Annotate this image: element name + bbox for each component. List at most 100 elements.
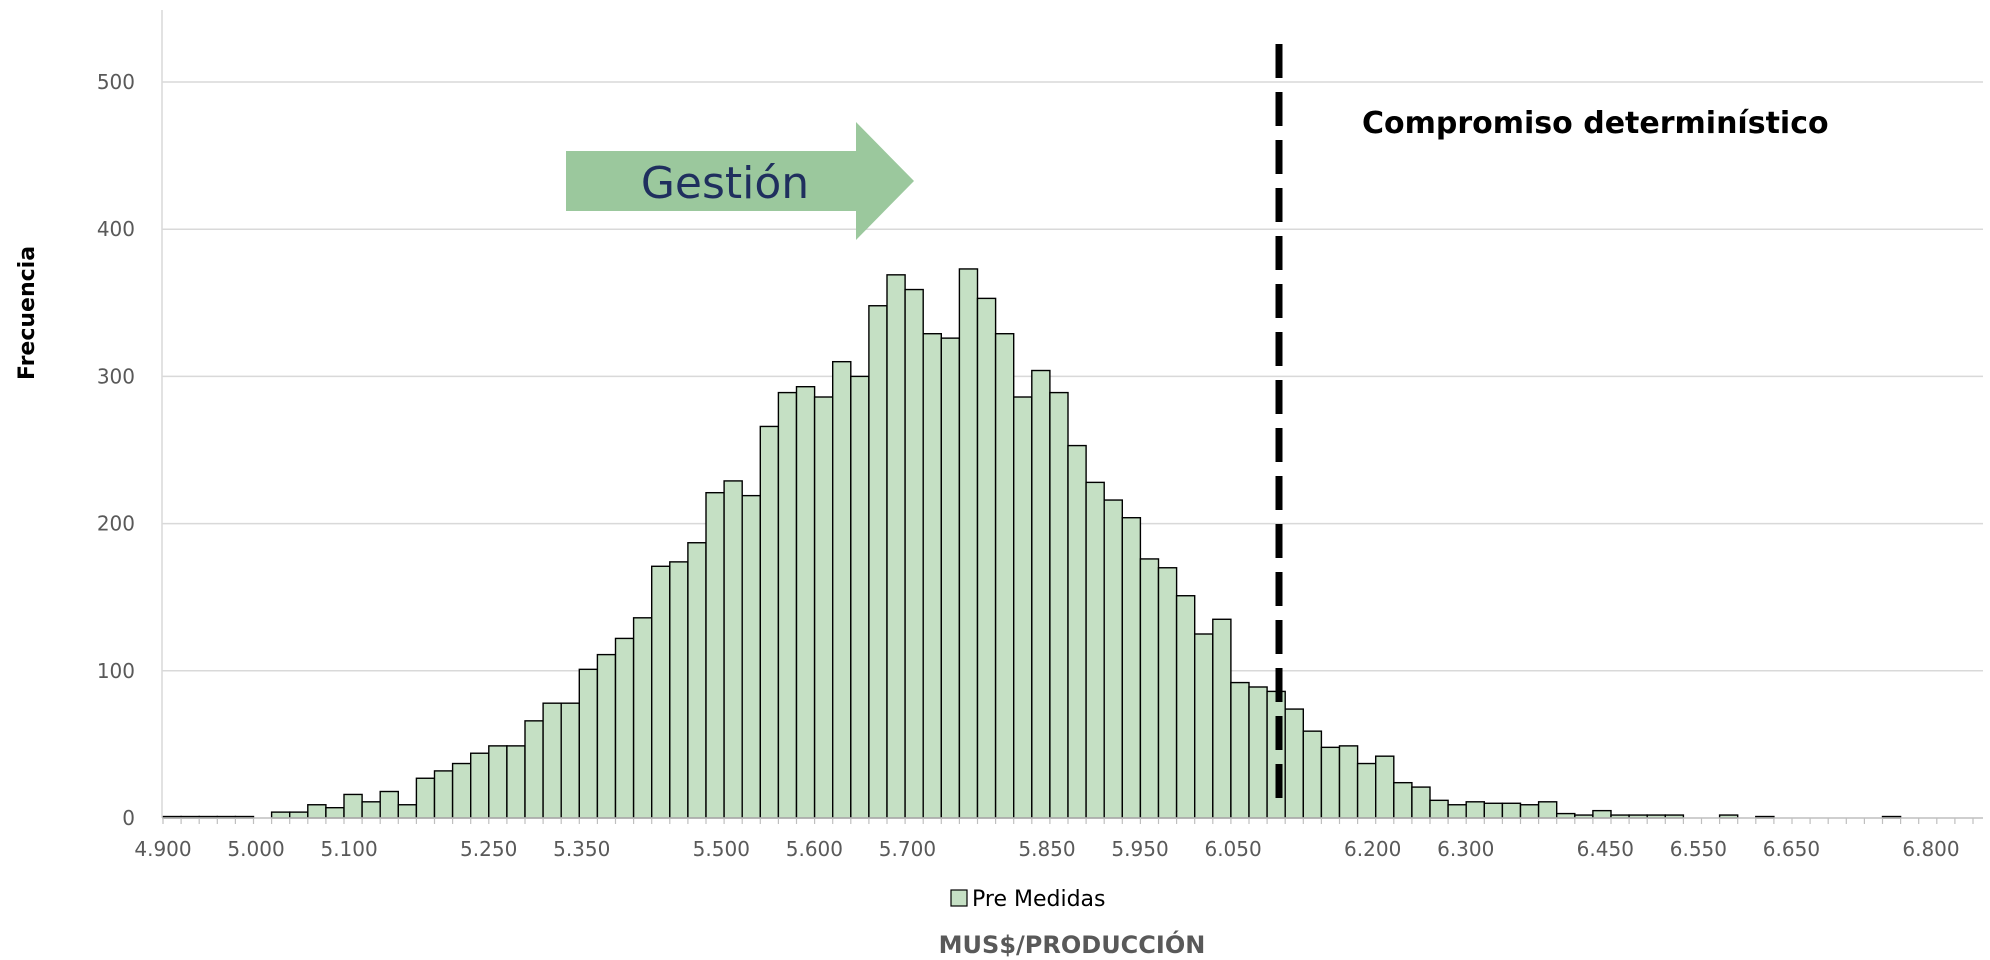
histogram-bar	[470, 752, 490, 819]
histogram-bar	[1230, 681, 1250, 819]
histogram-bar	[1175, 595, 1196, 819]
histogram-bar	[832, 360, 852, 819]
histogram-bar	[1121, 517, 1142, 819]
histogram-bar	[1429, 799, 1449, 819]
x-tick-label: 6.800	[1902, 837, 1959, 861]
histogram-bar	[433, 770, 454, 819]
x-tick-label: 6.650	[1763, 837, 1820, 861]
x-tick-label: 6.300	[1437, 837, 1494, 861]
histogram-bar	[813, 396, 834, 819]
histogram-bar	[1193, 633, 1214, 819]
histogram-bar	[1139, 558, 1160, 819]
histogram-bar	[632, 617, 653, 819]
histogram-bar	[1266, 690, 1286, 819]
histogram-bar	[379, 790, 400, 819]
x-tick-label: 4.900	[134, 837, 191, 861]
histogram-bar	[397, 804, 418, 819]
x-tick-label: 5.250	[460, 837, 517, 861]
x-axis-ticks: 4.900 5.000 5.100 5.250 5.350 5.500 5.600 5.700…	[134, 818, 1974, 861]
legend-swatch	[950, 889, 968, 907]
x-tick-label: 6.200	[1344, 837, 1401, 861]
x-tick-label: 5.950	[1111, 837, 1168, 861]
histogram-bar	[1393, 781, 1413, 819]
histogram-bar	[1356, 762, 1377, 819]
histogram-bar	[560, 702, 581, 819]
histogram-bar	[759, 425, 780, 819]
x-tick-label: 5.500	[693, 837, 750, 861]
histogram-bar	[289, 811, 309, 819]
histogram-bar	[578, 668, 599, 819]
x-tick-label: 5.000	[227, 837, 284, 861]
histogram-bar	[1067, 444, 1087, 819]
histogram-bar	[651, 565, 671, 819]
x-axis-label: MUS$/PRODUCCIÓN	[939, 929, 1206, 959]
histogram-bar	[1374, 755, 1395, 819]
histogram-bar	[1411, 786, 1431, 819]
y-tick-label: 400	[97, 217, 135, 241]
histogram-bar	[868, 305, 888, 819]
histogram-bar	[1248, 686, 1268, 819]
histogram-bar	[506, 745, 526, 819]
y-tick-label: 200	[97, 512, 135, 536]
x-tick-label: 5.700	[879, 837, 936, 861]
histogram-bar	[343, 793, 363, 819]
histogram-bar	[1447, 804, 1467, 819]
x-tick-label: 6.050	[1204, 837, 1261, 861]
histogram-bar	[777, 391, 798, 819]
y-tick-label: 500	[97, 70, 135, 94]
histogram-bar	[904, 288, 924, 819]
histogram-bar	[488, 745, 508, 819]
y-tick-label: 0	[122, 806, 135, 830]
histogram-bar	[361, 801, 381, 819]
y-axis-ticks: 0 100 200 300 400 500	[97, 70, 135, 830]
arrow-label: Gestión	[641, 158, 809, 209]
histogram-bars	[162, 268, 1902, 819]
histogram-bar	[687, 542, 707, 819]
histogram-bar	[270, 811, 291, 819]
histogram-bar	[1483, 802, 1504, 819]
y-tick-label: 100	[97, 659, 135, 683]
histogram-bar	[994, 333, 1015, 819]
histogram-bar	[415, 777, 436, 819]
x-tick-label: 6.450	[1577, 837, 1634, 861]
histogram-bar	[940, 337, 961, 819]
grid-lines	[162, 81, 1983, 672]
x-tick-label: 6.550	[1670, 837, 1727, 861]
histogram-bar	[596, 653, 617, 819]
y-axis-label: Frecuencia	[15, 246, 40, 380]
histogram-bar	[1519, 804, 1540, 819]
histogram-bar	[886, 274, 906, 819]
histogram-bar	[922, 333, 943, 819]
x-tick-label: 5.600	[786, 837, 843, 861]
histogram-bar	[741, 494, 762, 819]
histogram-bar	[1103, 499, 1123, 819]
histogram-bar	[1537, 801, 1558, 819]
x-tick-label: 5.100	[320, 837, 377, 861]
histogram-bar	[1592, 809, 1612, 819]
histogram-bar	[723, 480, 743, 819]
x-tick-label: 5.350	[553, 837, 610, 861]
histogram-bar	[524, 720, 544, 819]
histogram-bar	[850, 375, 870, 819]
histogram-bar	[1212, 618, 1232, 819]
histogram-bar	[1013, 396, 1033, 819]
legend: Pre Medidas	[950, 887, 1105, 912]
histogram-bar	[1049, 391, 1069, 819]
histogram-bar	[614, 637, 635, 819]
histogram-bar	[1085, 481, 1105, 819]
x-tick-label: 5.850	[1018, 837, 1075, 861]
annotations: Compromiso determinístico Gestión	[566, 44, 1829, 806]
threshold-label: Compromiso determinístico	[1362, 106, 1829, 141]
histogram-bar	[325, 806, 345, 819]
histogram-bar	[669, 561, 689, 819]
histogram-bar	[1320, 746, 1341, 819]
histogram-bar	[1157, 567, 1178, 819]
histogram-bar	[1031, 369, 1051, 819]
histogram-bar	[1465, 801, 1485, 819]
y-tick-label: 300	[97, 364, 135, 388]
histogram-bar	[307, 804, 327, 819]
histogram-bar	[1501, 802, 1522, 819]
histogram-bar	[542, 702, 562, 819]
histogram-bar	[1338, 745, 1359, 819]
